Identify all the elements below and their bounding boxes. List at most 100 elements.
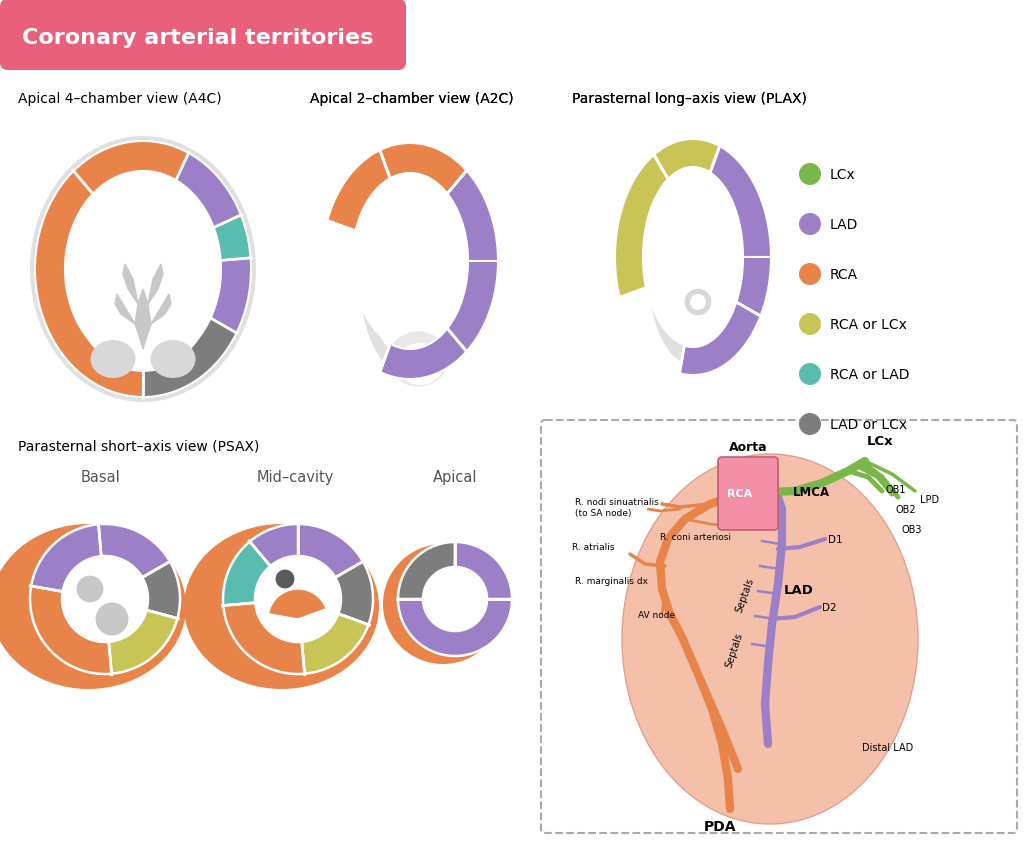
Circle shape (799, 314, 821, 336)
Ellipse shape (388, 332, 449, 387)
Polygon shape (680, 303, 761, 376)
Polygon shape (736, 257, 771, 316)
Ellipse shape (383, 544, 503, 664)
Polygon shape (211, 258, 251, 333)
Circle shape (799, 414, 821, 436)
Ellipse shape (151, 341, 196, 379)
Text: LCx: LCx (830, 168, 856, 181)
Ellipse shape (649, 190, 737, 365)
Polygon shape (35, 171, 143, 398)
Polygon shape (398, 599, 512, 656)
Circle shape (275, 570, 295, 589)
Text: Septals: Septals (734, 576, 756, 613)
Polygon shape (328, 151, 390, 231)
Polygon shape (447, 262, 498, 352)
Wedge shape (268, 589, 327, 619)
Circle shape (76, 576, 104, 603)
Polygon shape (380, 329, 467, 380)
Text: LAD: LAD (830, 218, 858, 232)
Text: Apical: Apical (433, 469, 477, 484)
FancyBboxPatch shape (541, 420, 1017, 833)
Polygon shape (447, 171, 498, 262)
Text: Mid–cavity: Mid–cavity (256, 469, 334, 484)
Polygon shape (302, 614, 369, 674)
Text: R. marginalis dx: R. marginalis dx (575, 576, 648, 586)
Text: LCx: LCx (867, 435, 894, 447)
Text: Apical 2–chamber view (A2C): Apical 2–chamber view (A2C) (310, 92, 514, 106)
Polygon shape (250, 524, 298, 566)
Ellipse shape (184, 524, 379, 690)
Polygon shape (447, 262, 498, 352)
Text: LAD: LAD (784, 583, 814, 596)
Polygon shape (123, 265, 138, 305)
Ellipse shape (228, 527, 371, 669)
Polygon shape (151, 295, 171, 325)
Polygon shape (455, 543, 512, 599)
Ellipse shape (360, 187, 460, 377)
Text: RCA: RCA (727, 489, 753, 499)
Text: D1: D1 (828, 534, 843, 544)
Text: Distal LAD: Distal LAD (862, 742, 913, 752)
Polygon shape (143, 319, 237, 398)
Polygon shape (109, 610, 177, 674)
Polygon shape (736, 257, 771, 316)
Polygon shape (615, 155, 668, 298)
Text: LAD or LCx: LAD or LCx (830, 418, 907, 431)
Text: Coronary arterial territories: Coronary arterial territories (22, 28, 374, 48)
Polygon shape (176, 154, 241, 229)
Circle shape (690, 295, 706, 311)
Circle shape (62, 556, 148, 642)
Polygon shape (31, 525, 101, 592)
Circle shape (255, 556, 341, 642)
FancyBboxPatch shape (0, 0, 211, 71)
Text: Basal: Basal (80, 469, 120, 484)
Polygon shape (680, 303, 761, 376)
Circle shape (684, 289, 712, 316)
Ellipse shape (352, 174, 468, 349)
Text: OB2: OB2 (896, 505, 916, 514)
Polygon shape (615, 155, 668, 298)
Text: RCA: RCA (830, 268, 858, 282)
Text: RCA or LAD: RCA or LAD (830, 368, 909, 381)
Polygon shape (223, 542, 270, 606)
Text: PDA: PDA (703, 819, 736, 833)
Text: LPD: LPD (920, 495, 939, 505)
Text: OB1: OB1 (886, 484, 906, 495)
Ellipse shape (396, 344, 444, 386)
Polygon shape (380, 143, 467, 194)
Circle shape (799, 214, 821, 235)
Ellipse shape (407, 550, 504, 648)
Text: Parasternal short–axis view (PSAX): Parasternal short–axis view (PSAX) (18, 440, 259, 453)
Polygon shape (380, 143, 467, 194)
Polygon shape (710, 147, 771, 257)
Text: R. nodi sinuatrialis
(to SA node): R. nodi sinuatrialis (to SA node) (575, 497, 658, 517)
Ellipse shape (90, 341, 135, 379)
Ellipse shape (30, 137, 256, 403)
Circle shape (95, 603, 129, 636)
Polygon shape (98, 524, 170, 578)
Polygon shape (335, 562, 373, 625)
FancyBboxPatch shape (718, 457, 778, 530)
Ellipse shape (643, 168, 743, 348)
Text: AV node: AV node (638, 609, 675, 619)
Text: Apical 4–chamber view (A4C): Apical 4–chamber view (A4C) (18, 92, 221, 106)
Polygon shape (380, 329, 467, 380)
Text: RCA or LCx: RCA or LCx (830, 317, 907, 332)
Polygon shape (398, 543, 455, 599)
Circle shape (799, 364, 821, 386)
Ellipse shape (622, 454, 918, 824)
Polygon shape (328, 151, 390, 231)
Text: OB3: OB3 (902, 524, 923, 534)
Polygon shape (710, 147, 771, 257)
Polygon shape (148, 265, 163, 305)
Ellipse shape (0, 524, 186, 690)
Polygon shape (654, 140, 720, 180)
Polygon shape (223, 603, 304, 674)
Text: Parasternal long–axis view (PLAX): Parasternal long–axis view (PLAX) (572, 92, 807, 106)
Text: Parasternal long–axis view (PLAX): Parasternal long–axis view (PLAX) (572, 92, 807, 106)
Polygon shape (30, 587, 112, 674)
Circle shape (423, 567, 487, 631)
Ellipse shape (70, 187, 216, 372)
FancyBboxPatch shape (0, 0, 406, 71)
Text: R. atrialis: R. atrialis (572, 543, 614, 552)
